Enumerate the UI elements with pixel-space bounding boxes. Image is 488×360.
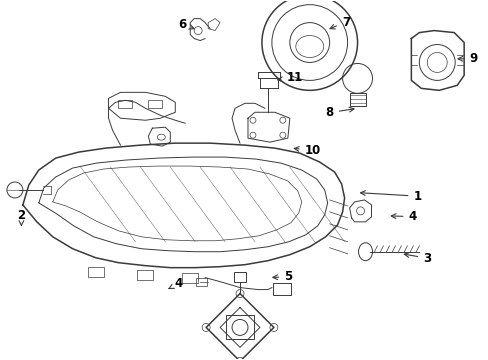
Text: 2: 2: [17, 209, 25, 225]
Text: 10: 10: [294, 144, 320, 157]
Text: 4: 4: [169, 277, 183, 290]
Text: 1: 1: [360, 190, 421, 203]
Text: 8: 8: [325, 106, 353, 119]
Text: 4: 4: [390, 210, 416, 223]
Text: 9: 9: [457, 52, 477, 65]
Text: 11: 11: [277, 71, 302, 84]
Text: 3: 3: [404, 252, 430, 265]
Text: 5: 5: [272, 270, 292, 283]
Text: 7: 7: [329, 16, 349, 29]
Text: 6: 6: [178, 18, 194, 31]
